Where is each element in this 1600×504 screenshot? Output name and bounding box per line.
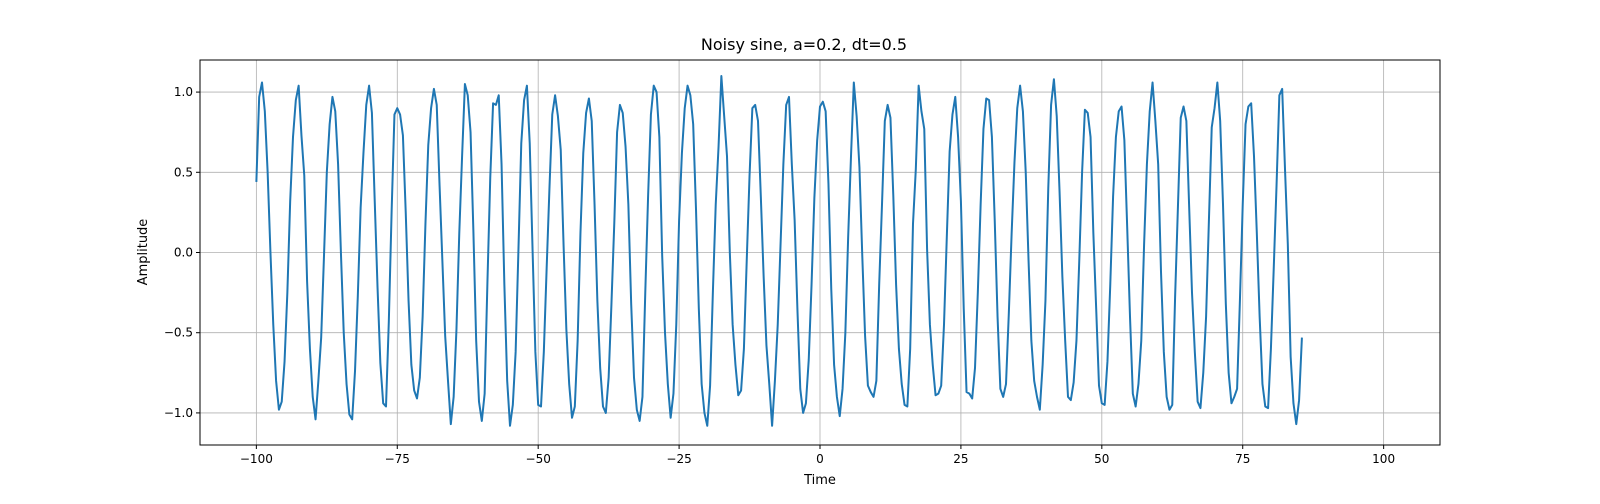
y-tick-label: 0.0 [174, 246, 193, 260]
y-tick-label: −1.0 [164, 406, 193, 420]
x-axis-ticks: −100 −75 −50 −25 0 25 50 75 100 [240, 445, 1395, 466]
x-tick-label: 0 [816, 452, 824, 466]
x-tick-label: −100 [240, 452, 273, 466]
x-tick-label: −50 [526, 452, 551, 466]
x-tick-label: 75 [1235, 452, 1250, 466]
x-axis-label: Time [803, 473, 836, 488]
data-layer [255, 75, 1303, 427]
y-tick-label: −0.5 [164, 326, 193, 340]
series-line [255, 75, 1303, 427]
y-axis-label: Amplitude [136, 219, 151, 286]
y-tick-label: 1.0 [174, 85, 193, 99]
y-axis-ticks: −1.0 −0.5 0.0 0.5 1.0 [164, 85, 200, 420]
x-tick-label: 50 [1094, 452, 1109, 466]
chart-title: Noisy sine, a=0.2, dt=0.5 [701, 35, 907, 54]
y-tick-label: 0.5 [174, 165, 193, 179]
x-tick-label: 100 [1372, 452, 1395, 466]
x-tick-label: −25 [666, 452, 691, 466]
x-tick-label: −75 [385, 452, 410, 466]
x-tick-label: 25 [953, 452, 968, 466]
